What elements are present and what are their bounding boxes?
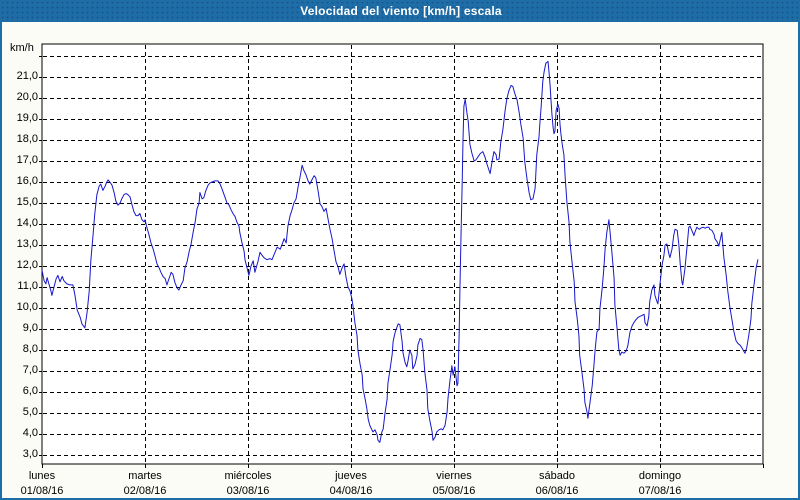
y-tick-label: 17,0 <box>16 154 38 166</box>
y-tick-label: 5,0 <box>22 406 38 418</box>
x-day-label: jueves <box>335 470 367 482</box>
title-bar: Velocidad del viento [km/h] escala <box>2 2 798 22</box>
y-tick-label: 18,0 <box>16 133 38 145</box>
y-tick-label: 15,0 <box>16 196 38 208</box>
y-tick-label: 14,0 <box>16 217 38 229</box>
wind-speed-line <box>41 60 759 443</box>
y-tick-label: 7,0 <box>22 364 38 376</box>
window-title: Velocidad del viento [km/h] escala <box>300 4 502 18</box>
y-tick-label: 19,0 <box>16 112 38 124</box>
x-date-label: 01/08/16 <box>20 485 64 497</box>
plot-area <box>41 43 764 465</box>
y-tick-label: 21,0 <box>16 70 38 82</box>
x-date-label: 06/08/16 <box>535 485 579 497</box>
y-tick-label: 12,0 <box>16 259 38 271</box>
x-day-label: miércoles <box>224 470 272 482</box>
y-tick-label: 6,0 <box>22 385 38 397</box>
x-date-label: 05/08/16 <box>432 485 476 497</box>
x-day-label: domingo <box>638 470 682 482</box>
x-date-label: 04/08/16 <box>329 485 373 497</box>
y-tick-label: 8,0 <box>22 343 38 355</box>
x-day-label: martes <box>128 470 162 482</box>
x-day-label: viernes <box>436 470 472 482</box>
x-date-label: 07/08/16 <box>638 485 682 497</box>
x-date-label: 02/08/16 <box>123 485 167 497</box>
y-tick-label: 20,0 <box>16 91 38 103</box>
x-date-label: 03/08/16 <box>226 485 270 497</box>
y-tick-label: 11,0 <box>17 280 38 292</box>
y-axis-unit-label: km/h <box>10 42 34 54</box>
y-tick-label: 16,0 <box>16 175 38 187</box>
y-tick-label: 10,0 <box>16 301 38 313</box>
y-tick-label: 9,0 <box>22 322 38 334</box>
y-tick-label: 4,0 <box>22 427 38 439</box>
x-day-label: lunes <box>28 470 56 482</box>
y-tick-label: 13,0 <box>16 238 38 250</box>
x-day-label: sábado <box>538 470 576 482</box>
y-tick-label: 3,0 <box>22 448 38 460</box>
